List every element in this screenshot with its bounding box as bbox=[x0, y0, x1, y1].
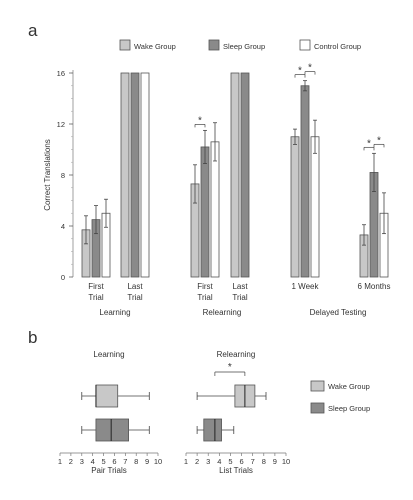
panel-b-letter: b bbox=[28, 328, 37, 347]
bar-control bbox=[310, 136, 320, 278]
x-tick-label: 2 bbox=[69, 457, 73, 466]
legend-b-label-wake: Wake Group bbox=[328, 382, 370, 391]
x-category-label: First Trial bbox=[88, 282, 104, 302]
legend-label-wake: Wake Group bbox=[134, 42, 176, 51]
x-tick-label: 3 bbox=[80, 457, 84, 466]
bar-control bbox=[140, 72, 150, 278]
x-group-label: Learning bbox=[99, 308, 130, 317]
x-tick-label: 6 bbox=[112, 457, 116, 466]
significance-star: * bbox=[367, 138, 371, 149]
x-category-label: First Trial bbox=[197, 282, 213, 302]
significance-star: * bbox=[228, 362, 232, 373]
x-category-label: Last Trial bbox=[127, 282, 143, 302]
x-tick-label: 1 bbox=[184, 457, 188, 466]
box-wake bbox=[95, 384, 119, 408]
x-tick-label: 8 bbox=[134, 457, 138, 466]
significance-star: * bbox=[308, 63, 312, 74]
legend-label-sleep: Sleep Group bbox=[223, 42, 265, 51]
x-tick-label: 8 bbox=[262, 457, 266, 466]
bar-control bbox=[210, 141, 220, 278]
x-group-label: Delayed Testing bbox=[310, 308, 367, 317]
legend-label-control: Control Group bbox=[314, 42, 361, 51]
panel-a-bar-chart: 0 4 8 12 16 Correct Translations Wake Group Sle… bbox=[43, 39, 391, 317]
x-category-label: 1 Week bbox=[292, 282, 320, 291]
y-tick-label: 12 bbox=[57, 120, 65, 129]
x-tick-label: 1 bbox=[58, 457, 62, 466]
x-tick-label: 4 bbox=[91, 457, 95, 466]
x-category-label: 6 Months bbox=[358, 282, 391, 291]
legend-b-swatch-wake bbox=[310, 380, 325, 392]
boxplot-title: Learning bbox=[93, 350, 124, 359]
legend-swatch-wake bbox=[119, 39, 131, 51]
boxplot-title: Relearning bbox=[217, 350, 256, 359]
bar-sleep bbox=[240, 72, 250, 278]
box-sleep bbox=[95, 418, 130, 442]
legend-b-swatch-sleep bbox=[310, 402, 325, 414]
bar-sleep bbox=[300, 85, 310, 278]
x-tick-label: 7 bbox=[123, 457, 127, 466]
x-tick-label: 3 bbox=[206, 457, 210, 466]
x-tick-label: 9 bbox=[273, 457, 277, 466]
y-tick-label: 4 bbox=[61, 222, 65, 231]
significance-star: * bbox=[377, 135, 381, 146]
significance-star: * bbox=[298, 66, 302, 77]
y-tick-label: 16 bbox=[57, 69, 65, 78]
bar-wake bbox=[290, 136, 300, 278]
x-tick-label: 9 bbox=[145, 457, 149, 466]
x-tick-label: 6 bbox=[239, 457, 243, 466]
y-tick-label: 8 bbox=[61, 171, 65, 180]
box-sleep bbox=[203, 418, 222, 442]
bar-sleep bbox=[130, 72, 140, 278]
x-tick-label: 10 bbox=[282, 457, 290, 466]
x-group-label: Relearning bbox=[203, 308, 242, 317]
legend-b-label-sleep: Sleep Group bbox=[328, 404, 370, 413]
bar-wake bbox=[230, 72, 240, 278]
x-tick-label: 4 bbox=[217, 457, 221, 466]
y-axis-label: Correct Translations bbox=[43, 139, 52, 211]
legend-swatch-sleep bbox=[208, 39, 220, 51]
y-tick-label: 0 bbox=[61, 273, 65, 282]
x-tick-label: 5 bbox=[228, 457, 232, 466]
bar-wake bbox=[120, 72, 130, 278]
x-tick-label: 10 bbox=[154, 457, 162, 466]
x-tick-label: 2 bbox=[195, 457, 199, 466]
x-tick-label: 7 bbox=[251, 457, 255, 466]
x-axis-label: List Trials bbox=[219, 466, 253, 475]
bar-sleep bbox=[200, 146, 210, 278]
significance-star: * bbox=[198, 115, 202, 126]
legend-swatch-control bbox=[299, 39, 311, 51]
panel-a-letter: a bbox=[28, 21, 38, 40]
x-axis-label: Pair Trials bbox=[91, 466, 127, 475]
x-tick-label: 5 bbox=[101, 457, 105, 466]
x-category-label: Last Trial bbox=[232, 282, 248, 302]
